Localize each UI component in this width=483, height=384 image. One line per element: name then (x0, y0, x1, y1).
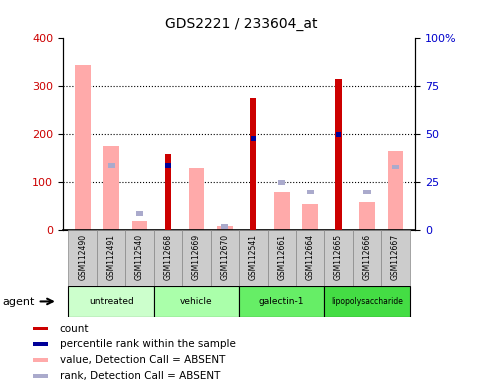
Bar (336, 79, 342, 230)
Bar (388, 151, 403, 230)
Bar (239, 286, 325, 317)
Text: GSM112669: GSM112669 (192, 234, 201, 280)
Bar (165, 154, 171, 230)
Text: untreated: untreated (89, 297, 133, 306)
Text: GSM112665: GSM112665 (334, 234, 343, 280)
Bar (217, 225, 233, 230)
Bar (353, 230, 381, 286)
Bar (33, 358, 48, 362)
Bar (250, 98, 256, 230)
Text: GSM112670: GSM112670 (220, 234, 229, 280)
Text: rank, Detection Call = ABSENT: rank, Detection Call = ABSENT (60, 371, 220, 381)
Bar (364, 190, 370, 194)
Text: agent: agent (2, 297, 35, 307)
Bar (136, 211, 143, 215)
Bar (251, 136, 256, 141)
Text: GSM112490: GSM112490 (78, 234, 87, 280)
Bar (69, 230, 97, 286)
Bar (166, 163, 170, 167)
Text: GDS2221 / 233604_at: GDS2221 / 233604_at (165, 17, 318, 31)
Bar (268, 230, 296, 286)
Bar (108, 163, 114, 167)
Bar (278, 180, 285, 185)
Bar (33, 327, 48, 331)
Text: GSM112666: GSM112666 (363, 234, 371, 280)
Text: vehicle: vehicle (180, 297, 213, 306)
Text: GSM112541: GSM112541 (249, 234, 258, 280)
Bar (69, 286, 154, 317)
Bar (381, 230, 410, 286)
Bar (221, 224, 228, 229)
Text: lipopolysaccharide: lipopolysaccharide (331, 297, 403, 306)
Bar (302, 204, 318, 230)
Text: GSM112661: GSM112661 (277, 234, 286, 280)
Bar (189, 168, 204, 230)
Bar (296, 230, 325, 286)
Bar (307, 190, 314, 194)
Bar (75, 65, 90, 230)
Bar (154, 230, 182, 286)
Text: GSM112540: GSM112540 (135, 234, 144, 280)
Bar (132, 221, 147, 230)
Text: GSM112664: GSM112664 (306, 234, 314, 280)
Text: count: count (60, 324, 89, 334)
Text: percentile rank within the sample: percentile rank within the sample (60, 339, 236, 349)
Bar (325, 286, 410, 317)
Bar (211, 230, 239, 286)
Bar (103, 146, 119, 230)
Bar (325, 230, 353, 286)
Text: GSM112491: GSM112491 (107, 234, 115, 280)
Bar (126, 230, 154, 286)
Text: galectin-1: galectin-1 (259, 297, 304, 306)
Bar (33, 343, 48, 346)
Bar (359, 202, 375, 230)
Bar (154, 286, 239, 317)
Bar (182, 230, 211, 286)
Bar (392, 165, 399, 169)
Bar (97, 230, 126, 286)
Bar (239, 230, 268, 286)
Bar (274, 192, 289, 230)
Bar (336, 132, 341, 137)
Text: GSM112668: GSM112668 (164, 234, 172, 280)
Bar (33, 374, 48, 378)
Text: value, Detection Call = ABSENT: value, Detection Call = ABSENT (60, 355, 225, 365)
Text: GSM112667: GSM112667 (391, 234, 400, 280)
